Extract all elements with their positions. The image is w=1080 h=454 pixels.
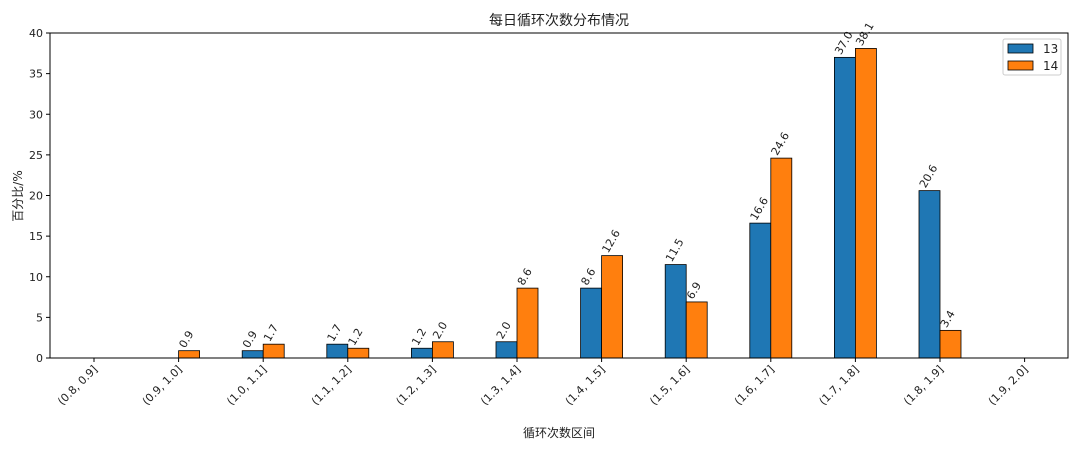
bar-series-13 xyxy=(410,347,433,359)
y-tick-label: 20 xyxy=(29,190,43,203)
bar-series-13 xyxy=(495,341,518,359)
bar-series-13 xyxy=(834,56,856,359)
y-tick-label: 10 xyxy=(29,271,43,284)
y-tick-label: 35 xyxy=(29,68,43,81)
bar-series-13 xyxy=(580,287,602,359)
x-tick-label: (0.9, 1.0] xyxy=(140,363,185,408)
bar-series-14 xyxy=(262,343,285,359)
x-tick-label: (1.3, 1.4] xyxy=(478,363,523,408)
y-tick-label: 30 xyxy=(29,108,43,121)
bar-value-label: 8.6 xyxy=(515,266,535,288)
bar-series-14 xyxy=(516,287,539,359)
x-tick-label: (1.2, 1.3] xyxy=(394,363,439,408)
bar-series-13 xyxy=(241,350,264,359)
y-axis-label: 百分比/% xyxy=(11,170,25,221)
legend-label: 13 xyxy=(1043,42,1058,56)
x-tick-label: (1.1, 1.2] xyxy=(309,363,354,408)
bar-series-14 xyxy=(178,350,201,359)
y-tick-label: 0 xyxy=(36,352,43,365)
bar-series-14 xyxy=(685,301,708,359)
x-tick-label: (0.8, 0.9] xyxy=(55,363,100,408)
bar-series-14 xyxy=(347,347,370,359)
bar-value-label: 8.6 xyxy=(578,266,598,288)
bar-value-label: 1.2 xyxy=(409,326,429,348)
bar-value-label: 1.7 xyxy=(325,322,345,344)
bar-series-14 xyxy=(939,329,962,359)
bar-value-label: 24.6 xyxy=(769,130,793,158)
y-tick-label: 40 xyxy=(29,27,43,40)
bar-series-13 xyxy=(749,222,772,359)
x-axis-label: 循环次数区间 xyxy=(523,425,595,440)
bar-series-13 xyxy=(918,190,941,359)
x-tick-label: (1.6, 1.7] xyxy=(732,363,777,408)
bar-value-label: 20.6 xyxy=(917,162,941,190)
y-tick-label: 15 xyxy=(29,230,43,243)
x-tick-label: (1.8, 1.9] xyxy=(901,363,946,408)
bar-series-14 xyxy=(601,255,623,359)
chart-title: 每日循环次数分布情况 xyxy=(489,13,629,29)
bar-series-14 xyxy=(770,157,793,359)
bar-series-14 xyxy=(855,48,877,359)
bar-value-label: 0.9 xyxy=(240,329,260,351)
x-tick-label: (1.7, 1.8] xyxy=(817,363,862,408)
bar-series-13 xyxy=(326,343,349,359)
bar-value-label: 12.6 xyxy=(599,227,623,255)
bar-value-label: 2.0 xyxy=(430,320,450,342)
y-tick-label: 25 xyxy=(29,149,43,162)
plot-frame xyxy=(49,32,1069,359)
x-tick-label: (1.4, 1.5] xyxy=(563,363,608,408)
x-tick-label: (1.9, 2.0] xyxy=(986,363,1031,408)
x-tick-label: (1.5, 1.6] xyxy=(647,363,692,408)
bar-value-label: 2.0 xyxy=(494,320,514,342)
bar-value-label: 38.1 xyxy=(853,20,877,48)
bar-series-14 xyxy=(431,341,454,359)
bar-series-13 xyxy=(664,264,687,359)
bar-value-label: 1.7 xyxy=(261,322,281,344)
bar-value-label: 6.9 xyxy=(684,280,704,302)
legend-swatch-14 xyxy=(1007,60,1034,71)
bar-value-label: 1.2 xyxy=(346,326,366,348)
legend-swatch-13 xyxy=(1007,43,1034,54)
bar-value-label: 0.9 xyxy=(176,329,196,351)
bar-value-label: 16.6 xyxy=(748,195,772,223)
legend-label: 14 xyxy=(1043,59,1058,73)
x-tick-label: (1.0, 1.1] xyxy=(224,363,269,408)
bar-value-label: 11.5 xyxy=(663,236,687,264)
y-tick-label: 5 xyxy=(36,311,43,324)
bar-value-label: 3.4 xyxy=(938,308,958,330)
